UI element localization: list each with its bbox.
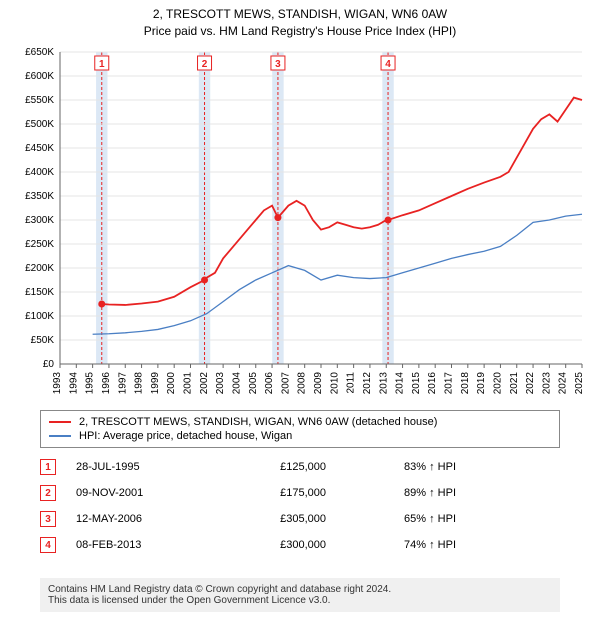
sales-row: 3 12-MAY-2006 £305,000 65% ↑ HPI bbox=[40, 506, 560, 532]
svg-text:£500K: £500K bbox=[25, 119, 54, 130]
svg-text:£50K: £50K bbox=[31, 335, 55, 346]
legend-row: 2, TRESCOTT MEWS, STANDISH, WIGAN, WN6 0… bbox=[49, 415, 551, 429]
svg-text:1998: 1998 bbox=[134, 372, 145, 395]
svg-text:£350K: £350K bbox=[25, 191, 54, 202]
sale-pct: 74% ↑ HPI bbox=[346, 539, 456, 551]
footer-line-2: This data is licensed under the Open Gov… bbox=[48, 595, 552, 606]
sale-pct: 89% ↑ HPI bbox=[346, 487, 456, 499]
svg-text:2002: 2002 bbox=[199, 372, 210, 395]
sales-table: 1 28-JUL-1995 £125,000 83% ↑ HPI 2 09-NOV-200… bbox=[40, 454, 560, 558]
svg-text:2001: 2001 bbox=[183, 372, 194, 395]
svg-text:2011: 2011 bbox=[346, 372, 357, 394]
sales-row: 1 28-JUL-1995 £125,000 83% ↑ HPI bbox=[40, 454, 560, 480]
svg-text:1995: 1995 bbox=[85, 372, 96, 395]
svg-text:1: 1 bbox=[99, 59, 105, 70]
svg-text:2007: 2007 bbox=[280, 372, 291, 395]
chart-titles: 2, TRESCOTT MEWS, STANDISH, WIGAN, WN6 0… bbox=[0, 0, 600, 40]
svg-text:2006: 2006 bbox=[264, 372, 275, 395]
sales-row: 4 08-FEB-2013 £300,000 74% ↑ HPI bbox=[40, 532, 560, 558]
svg-text:£150K: £150K bbox=[25, 287, 54, 298]
legend: 2, TRESCOTT MEWS, STANDISH, WIGAN, WN6 0… bbox=[40, 410, 560, 448]
legend-label-hpi: HPI: Average price, detached house, Wiga… bbox=[79, 430, 292, 442]
sale-pct: 65% ↑ HPI bbox=[346, 513, 456, 525]
footer-line-1: Contains HM Land Registry data © Crown c… bbox=[48, 584, 552, 595]
svg-text:2013: 2013 bbox=[378, 372, 389, 395]
svg-text:2018: 2018 bbox=[460, 372, 471, 395]
svg-text:2009: 2009 bbox=[313, 372, 324, 395]
svg-text:£650K: £650K bbox=[25, 47, 54, 58]
svg-text:£400K: £400K bbox=[25, 167, 54, 178]
svg-text:1999: 1999 bbox=[150, 372, 161, 395]
chart-svg: £0 £50K £100K £150K £200K £250K £300K £350K £400… bbox=[12, 44, 588, 404]
svg-text:1997: 1997 bbox=[117, 372, 128, 395]
sale-date: 28-JUL-1995 bbox=[76, 461, 206, 473]
svg-text:£300K: £300K bbox=[25, 215, 54, 226]
sale-marker-icon: 4 bbox=[40, 537, 56, 553]
svg-text:2019: 2019 bbox=[476, 372, 487, 395]
title-line-2: Price paid vs. HM Land Registry's House … bbox=[0, 23, 600, 40]
svg-text:2016: 2016 bbox=[427, 372, 438, 395]
svg-text:2000: 2000 bbox=[166, 372, 177, 395]
svg-text:£100K: £100K bbox=[25, 311, 54, 322]
svg-text:2005: 2005 bbox=[248, 372, 259, 395]
svg-text:1994: 1994 bbox=[68, 372, 79, 395]
sale-date: 09-NOV-2001 bbox=[76, 487, 206, 499]
svg-text:2003: 2003 bbox=[215, 372, 226, 395]
sale-price: £125,000 bbox=[226, 461, 326, 473]
sale-date: 08-FEB-2013 bbox=[76, 539, 206, 551]
svg-text:£600K: £600K bbox=[25, 71, 54, 82]
svg-text:2022: 2022 bbox=[525, 372, 536, 395]
sale-price: £300,000 bbox=[226, 539, 326, 551]
sale-marker-icon: 2 bbox=[40, 485, 56, 501]
svg-text:2004: 2004 bbox=[231, 372, 242, 395]
svg-text:2024: 2024 bbox=[558, 372, 569, 395]
sale-price: £305,000 bbox=[226, 513, 326, 525]
svg-text:2025: 2025 bbox=[574, 372, 585, 395]
svg-text:2023: 2023 bbox=[541, 372, 552, 395]
attribution-footer: Contains HM Land Registry data © Crown c… bbox=[40, 578, 560, 612]
sale-marker-icon: 3 bbox=[40, 511, 56, 527]
chart-container: 2, TRESCOTT MEWS, STANDISH, WIGAN, WN6 0… bbox=[0, 0, 600, 620]
sale-marker-icon: 1 bbox=[40, 459, 56, 475]
svg-text:£250K: £250K bbox=[25, 239, 54, 250]
svg-text:£550K: £550K bbox=[25, 95, 54, 106]
legend-label-property: 2, TRESCOTT MEWS, STANDISH, WIGAN, WN6 0… bbox=[79, 416, 437, 428]
svg-text:1996: 1996 bbox=[101, 372, 112, 395]
svg-text:2: 2 bbox=[202, 59, 208, 70]
chart-area: £0 £50K £100K £150K £200K £250K £300K £350K £400… bbox=[12, 44, 588, 404]
svg-text:£450K: £450K bbox=[25, 143, 54, 154]
svg-text:2017: 2017 bbox=[444, 372, 455, 395]
svg-text:1993: 1993 bbox=[52, 372, 63, 395]
svg-text:2012: 2012 bbox=[362, 372, 373, 395]
svg-text:£0: £0 bbox=[43, 359, 55, 370]
svg-text:2014: 2014 bbox=[395, 372, 406, 395]
sales-row: 2 09-NOV-2001 £175,000 89% ↑ HPI bbox=[40, 480, 560, 506]
svg-text:3: 3 bbox=[275, 59, 281, 70]
sale-date: 12-MAY-2006 bbox=[76, 513, 206, 525]
legend-swatch-hpi bbox=[49, 435, 71, 437]
svg-text:2021: 2021 bbox=[509, 372, 520, 395]
svg-text:2008: 2008 bbox=[297, 372, 308, 395]
svg-text:2020: 2020 bbox=[492, 372, 503, 395]
svg-text:4: 4 bbox=[385, 59, 391, 70]
sale-pct: 83% ↑ HPI bbox=[346, 461, 456, 473]
legend-swatch-property bbox=[49, 421, 71, 423]
svg-text:£200K: £200K bbox=[25, 263, 54, 274]
svg-text:2015: 2015 bbox=[411, 372, 422, 395]
legend-row: HPI: Average price, detached house, Wiga… bbox=[49, 429, 551, 443]
title-line-1: 2, TRESCOTT MEWS, STANDISH, WIGAN, WN6 0… bbox=[0, 6, 600, 23]
sale-price: £175,000 bbox=[226, 487, 326, 499]
svg-text:2010: 2010 bbox=[329, 372, 340, 395]
